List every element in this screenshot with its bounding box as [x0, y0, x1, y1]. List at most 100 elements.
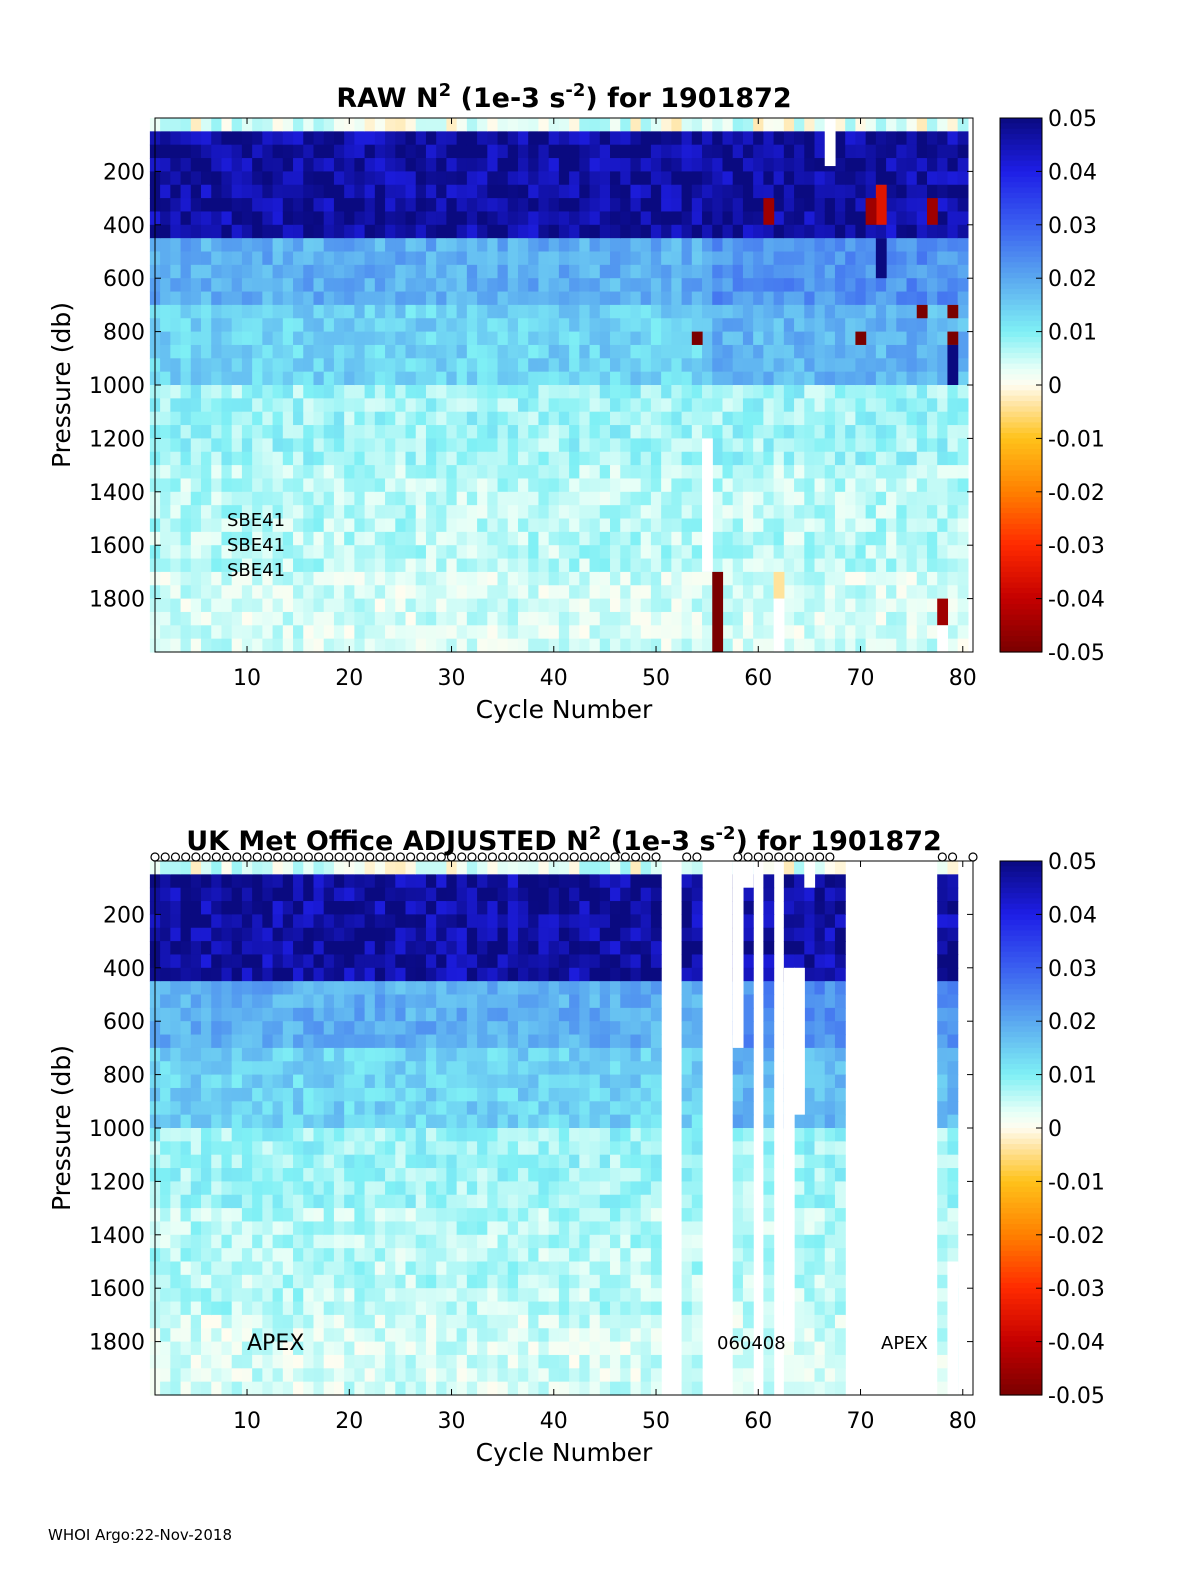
heatmap-cell	[282, 385, 294, 399]
heatmap-cell	[385, 994, 396, 1009]
heatmap-cell	[926, 371, 938, 386]
heatmap-cell	[293, 451, 304, 466]
heatmap-cell	[610, 451, 621, 466]
heatmap-cell	[323, 1354, 335, 1369]
heatmap-cell	[231, 451, 243, 466]
heatmap-cell	[548, 264, 560, 279]
heatmap-cell	[477, 1314, 488, 1329]
heatmap-cell	[466, 491, 478, 506]
heatmap-cell	[170, 1114, 182, 1129]
heatmap-cell	[548, 318, 560, 333]
heatmap-cell	[354, 901, 366, 915]
heatmap-cell	[395, 1047, 407, 1062]
heatmap-cell	[272, 545, 284, 560]
heatmap-cell	[507, 1128, 519, 1142]
heatmap-cell	[323, 598, 335, 613]
heatmap-cell	[957, 238, 969, 253]
heatmap-cell	[702, 571, 713, 586]
heatmap-cell	[528, 1314, 540, 1329]
heatmap-cell	[415, 887, 427, 902]
colorbar-swatch	[1000, 267, 1042, 274]
heatmap-cell	[303, 465, 315, 480]
heatmap-cell	[824, 398, 836, 413]
heatmap-cell	[517, 238, 529, 253]
heatmap-cell	[405, 451, 417, 466]
heatmap-cell	[466, 318, 478, 333]
heatmap-cell	[548, 344, 560, 359]
heatmap-cell	[415, 465, 427, 480]
heatmap-cell	[405, 184, 417, 199]
heatmap-cell	[507, 1234, 519, 1249]
heatmap-cell	[620, 505, 632, 520]
heatmap-cell	[385, 1368, 396, 1383]
heatmap-cell	[364, 598, 376, 613]
heatmap-cell	[323, 1368, 335, 1383]
heatmap-cell	[957, 144, 969, 159]
heatmap-cell	[487, 1354, 499, 1369]
heatmap-cell	[241, 224, 253, 239]
heatmap-cell	[466, 1168, 478, 1182]
heatmap-cell	[528, 1181, 540, 1196]
heatmap-cell	[875, 118, 887, 132]
heatmap-cell	[190, 398, 202, 413]
heatmap-cell	[845, 425, 857, 439]
heatmap-cell	[896, 558, 908, 573]
heatmap-cell	[957, 505, 969, 520]
heatmap-cell	[487, 558, 499, 573]
colorbar-swatch	[1000, 486, 1042, 493]
heatmap-cell	[364, 451, 376, 466]
heatmap-cell	[538, 531, 550, 546]
heatmap-cell	[926, 558, 938, 573]
heatmap-cell	[405, 531, 417, 546]
heatmap-cell	[354, 251, 366, 266]
heatmap-cell	[252, 1168, 263, 1182]
heatmap-cell	[272, 171, 284, 186]
heatmap-cell	[599, 278, 611, 293]
heatmap-cell	[374, 1194, 386, 1209]
heatmap-cell	[875, 318, 887, 333]
heatmap-cell	[252, 1034, 263, 1049]
heatmap-cell	[344, 171, 355, 186]
heatmap-cell	[804, 571, 816, 586]
heatmap-cell	[313, 1234, 325, 1249]
heatmap-cell	[374, 1261, 386, 1276]
heatmap-cell	[272, 385, 284, 399]
heatmap-cell	[558, 251, 570, 266]
heatmap-cell	[773, 465, 785, 480]
heatmap-cell	[814, 545, 826, 560]
heatmap-cell	[344, 1128, 355, 1142]
heatmap-cell	[446, 585, 458, 600]
heatmap-cell	[231, 184, 243, 199]
heatmap-cell	[497, 1288, 509, 1303]
heatmap-cell	[333, 251, 345, 266]
heatmap-cell	[569, 358, 580, 373]
heatmap-cell	[354, 1234, 366, 1249]
heatmap-cell	[742, 251, 754, 266]
heatmap-cell	[262, 1368, 274, 1383]
heatmap-cell	[241, 1034, 253, 1049]
heatmap-cell	[262, 1141, 274, 1156]
heatmap-cell	[794, 625, 805, 640]
heatmap-cell	[282, 598, 294, 613]
heatmap-cell	[477, 967, 488, 982]
heatmap-cell	[344, 438, 355, 453]
heatmap-cell	[272, 1087, 284, 1102]
heatmap-cell	[293, 224, 304, 239]
heatmap-cell	[640, 398, 652, 413]
heatmap-cell	[783, 198, 795, 213]
heatmap-cell	[865, 558, 877, 573]
heatmap-cell	[405, 251, 417, 266]
heatmap-cell	[425, 198, 437, 213]
heatmap-cell	[313, 1381, 325, 1396]
heatmap-cell	[364, 224, 376, 239]
heatmap-cell	[395, 1221, 407, 1236]
heatmap-cell	[354, 981, 366, 996]
heatmap-cell	[170, 1328, 182, 1343]
heatmap-cell	[855, 558, 867, 573]
heatmap-cell	[364, 171, 376, 186]
heatmap-cell	[528, 994, 540, 1009]
heatmap-cell	[834, 224, 846, 239]
heatmap-cell	[231, 558, 243, 573]
heatmap-cell	[344, 1021, 355, 1036]
heatmap-cell	[221, 1061, 233, 1076]
